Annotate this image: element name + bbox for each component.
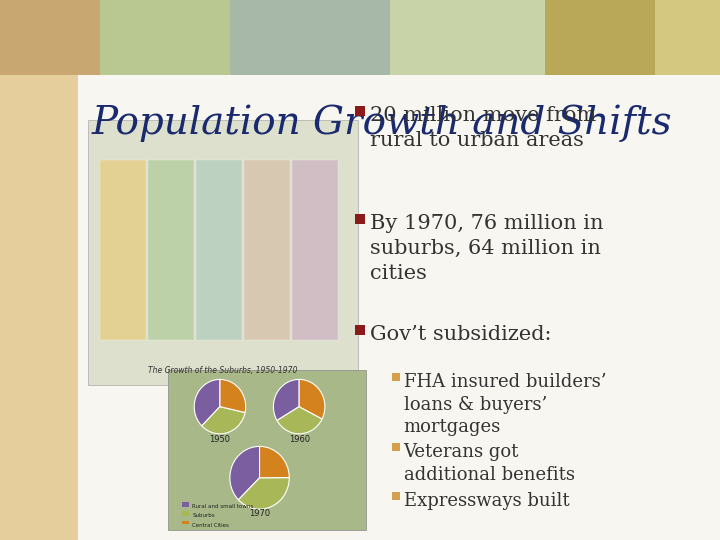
- Wedge shape: [194, 380, 220, 426]
- Bar: [182, 502, 189, 507]
- Text: Gov’t subsidized:: Gov’t subsidized:: [370, 325, 552, 344]
- Bar: [355, 325, 365, 335]
- Wedge shape: [230, 447, 260, 500]
- Bar: [0, 0, 78, 540]
- Bar: [88, 120, 358, 385]
- Bar: [392, 373, 400, 381]
- Bar: [392, 491, 400, 500]
- Bar: [230, 0, 390, 75]
- Bar: [148, 160, 194, 340]
- Text: FHA insured builders’
loans & buyers’
mortgages: FHA insured builders’ loans & buyers’ mo…: [404, 373, 606, 436]
- Bar: [168, 370, 366, 530]
- Text: Central Cities: Central Cities: [192, 523, 229, 528]
- Text: 1970: 1970: [249, 509, 270, 518]
- Wedge shape: [277, 407, 322, 434]
- Bar: [392, 443, 400, 451]
- Text: Veterans got
additional benefits: Veterans got additional benefits: [404, 443, 575, 484]
- Bar: [196, 160, 242, 340]
- Text: The Growth of the Suburbs, 1950-1970: The Growth of the Suburbs, 1950-1970: [148, 366, 297, 375]
- Text: Expressways built: Expressways built: [404, 491, 570, 510]
- Bar: [244, 160, 290, 340]
- Wedge shape: [274, 380, 300, 421]
- Text: By 1970, 76 million in
suburbs, 64 million in
cities: By 1970, 76 million in suburbs, 64 milli…: [370, 214, 603, 283]
- Wedge shape: [220, 380, 246, 413]
- Wedge shape: [260, 447, 289, 478]
- Wedge shape: [238, 477, 289, 509]
- Bar: [100, 0, 230, 75]
- Text: 1960: 1960: [289, 435, 310, 444]
- Wedge shape: [300, 380, 325, 419]
- Text: Population Growth and Shifts: Population Growth and Shifts: [92, 105, 672, 143]
- Text: 20 million move from
rural to urban areas: 20 million move from rural to urban area…: [370, 106, 596, 150]
- Bar: [655, 0, 720, 75]
- Bar: [390, 0, 545, 75]
- Wedge shape: [202, 407, 245, 434]
- Text: 1950: 1950: [210, 435, 230, 444]
- Bar: [0, 0, 100, 75]
- Bar: [355, 214, 365, 224]
- Text: Rural and small towns: Rural and small towns: [192, 504, 253, 509]
- Bar: [100, 160, 146, 340]
- Text: Suburbs: Suburbs: [192, 514, 215, 518]
- Bar: [545, 0, 655, 75]
- Bar: [182, 511, 189, 516]
- Bar: [182, 521, 189, 526]
- Bar: [355, 106, 365, 116]
- Bar: [78, 75, 720, 540]
- Bar: [292, 160, 338, 340]
